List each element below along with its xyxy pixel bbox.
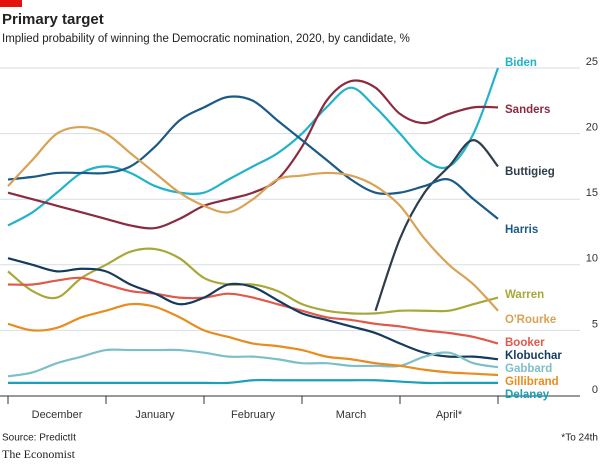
legend-label: Sanders (505, 104, 550, 116)
y-tick-label: 25 (586, 56, 598, 68)
line (7, 247, 499, 315)
publisher: The Economist (2, 447, 76, 461)
legend-label: Buttigieg (505, 166, 555, 178)
y-tick-label: 5 (592, 318, 598, 330)
line (7, 95, 499, 220)
y-tick-label: 20 (586, 122, 598, 134)
chart-title: Primary target (2, 11, 104, 28)
y-tick-label: 0 (592, 384, 598, 396)
line (7, 67, 500, 227)
legend-label: O'Rourke (505, 314, 556, 326)
line (7, 276, 499, 345)
legend-label: Booker (505, 337, 545, 349)
legend-label: Warren (505, 289, 544, 301)
line (7, 348, 499, 378)
legend-label: Gillibrand (505, 376, 559, 388)
line (7, 125, 499, 312)
x-tick-label: December (32, 409, 83, 421)
line (7, 79, 499, 230)
line (7, 302, 499, 377)
note: *To 24th (561, 433, 598, 444)
y-tick-label: 15 (586, 187, 598, 199)
line (7, 378, 498, 385)
line (374, 139, 499, 312)
brand-block (0, 0, 22, 7)
legend-label: Delaney (505, 389, 550, 401)
x-tick-label: February (231, 409, 276, 421)
legend-label: Biden (505, 57, 537, 69)
legend-label: Klobuchar (505, 350, 562, 362)
legend-label: Harris (505, 224, 538, 236)
x-tick-label: March (336, 409, 367, 421)
x-tick-label: April* (436, 409, 463, 421)
line (7, 257, 499, 361)
legend-label: Gabbard (505, 363, 552, 375)
x-tick-label: January (135, 409, 175, 421)
chart-subtitle: Implied probability of winning the Democ… (2, 33, 410, 45)
source: Source: PredictIt (2, 433, 76, 444)
y-tick-label: 10 (586, 253, 598, 265)
